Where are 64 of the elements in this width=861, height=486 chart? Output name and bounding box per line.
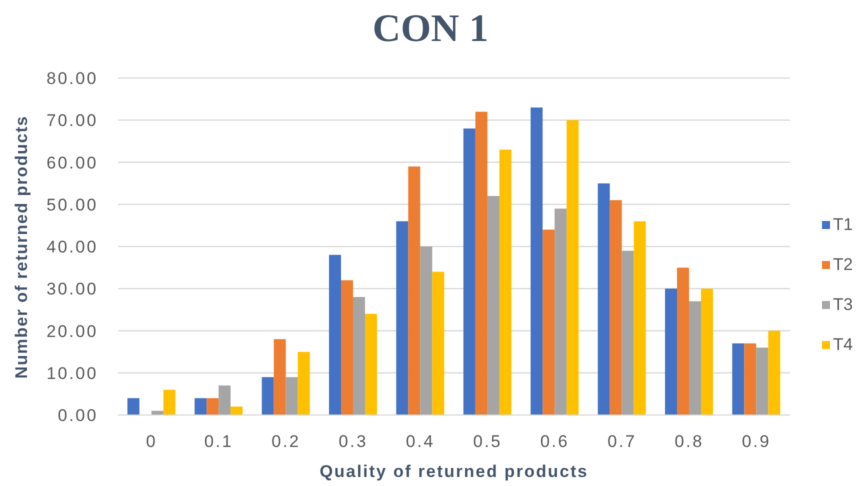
legend-label: T1 xyxy=(833,215,853,235)
bar xyxy=(634,221,646,415)
x-tick-label: 0 xyxy=(146,432,158,452)
bar xyxy=(677,268,690,415)
bar xyxy=(598,183,610,415)
bar xyxy=(432,272,444,415)
legend-label: T2 xyxy=(833,255,853,275)
bar xyxy=(341,280,354,415)
bar xyxy=(530,107,543,415)
bar xyxy=(127,398,140,415)
x-tick-label: 0.9 xyxy=(742,432,771,452)
bar xyxy=(622,250,634,415)
legend-label: T3 xyxy=(833,295,853,315)
bar xyxy=(701,288,714,415)
bar xyxy=(566,120,579,415)
x-tick-label: 0.8 xyxy=(674,432,704,452)
y-tick-label: 20.00 xyxy=(46,322,98,341)
bar xyxy=(218,386,231,415)
bar xyxy=(554,208,567,415)
x-axis-title: Quality of returned products xyxy=(318,462,590,482)
bar xyxy=(732,343,744,415)
y-tick-label: 30.00 xyxy=(46,280,98,299)
bar xyxy=(420,246,432,415)
bar xyxy=(365,314,378,415)
bar xyxy=(487,196,500,415)
bar xyxy=(475,112,488,415)
bar xyxy=(286,377,298,415)
bar xyxy=(756,348,768,415)
bar xyxy=(194,398,207,415)
y-tick-label: 70.00 xyxy=(46,111,98,130)
x-tick-label: 0.5 xyxy=(473,432,502,452)
y-axis-title: Number of returned products xyxy=(12,114,32,381)
bar xyxy=(274,339,286,415)
bar xyxy=(689,301,702,415)
y-tick-label: 0.00 xyxy=(58,406,98,426)
x-tick-label: 0.3 xyxy=(338,432,368,452)
bar xyxy=(163,390,176,415)
bar xyxy=(768,330,780,415)
x-tick-label: 0.7 xyxy=(607,432,637,452)
bar xyxy=(230,406,243,415)
bar xyxy=(262,377,274,415)
y-tick-label: 10.00 xyxy=(46,364,98,383)
x-tick-label: 0.2 xyxy=(271,432,301,452)
bar xyxy=(744,343,756,415)
x-tick-label: 0.4 xyxy=(406,432,435,452)
bar xyxy=(499,150,512,415)
x-tick-label: 0.1 xyxy=(204,432,234,452)
bar xyxy=(396,221,408,415)
legend-label: T4 xyxy=(833,335,853,355)
bar xyxy=(542,230,555,415)
bar xyxy=(329,254,342,415)
bar xyxy=(206,398,219,415)
bar xyxy=(463,128,476,415)
bar xyxy=(353,297,366,415)
y-tick-label: 80.00 xyxy=(46,69,98,88)
y-tick-label: 50.00 xyxy=(46,195,98,214)
bar xyxy=(665,288,678,415)
y-tick-label: 40.00 xyxy=(46,238,98,257)
y-tick-label: 60.00 xyxy=(46,153,98,172)
bar xyxy=(610,200,622,415)
bar xyxy=(408,166,420,415)
chart-title: CON 1 xyxy=(372,7,490,51)
bar xyxy=(298,352,310,415)
x-tick-label: 0.6 xyxy=(540,432,570,452)
